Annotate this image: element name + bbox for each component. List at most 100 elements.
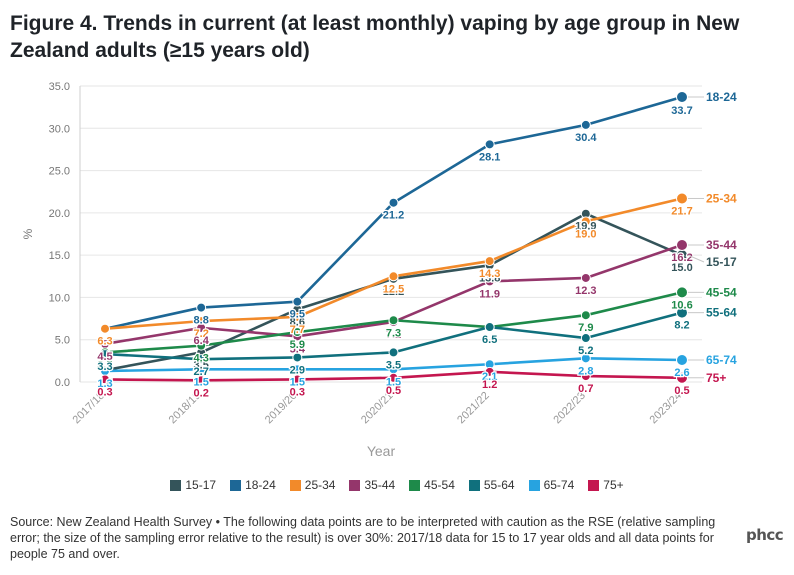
data-label-45-54: 7.9 [578,322,593,334]
legend-item-65-74[interactable]: 65-74 [528,478,574,492]
data-point-75+ [196,375,207,386]
end-label-25-34: 25-34 [706,191,737,205]
data-label-18-24: 6.3 [97,336,112,348]
data-point-55-64 [292,352,303,363]
x-tick-label: 2021/22 [455,390,492,427]
data-point-55-64 [196,354,207,365]
data-label-35-44: 7.1 [386,329,401,341]
end-label-15-17: 15-17 [706,255,737,269]
legend-item-75+[interactable]: 75+ [588,478,624,492]
data-label-55-64: 2.7 [194,366,209,378]
x-tick-label: 2022/23 [551,390,588,427]
data-label-65-74: 2.6 [674,367,689,379]
legend-item-25-34[interactable]: 25-34 [289,478,336,492]
legend-item-55-64[interactable]: 55-64 [468,478,515,492]
data-label-15-17: 13.8 [479,272,500,284]
data-label-75+: 0.5 [386,385,401,397]
data-label-35-44: 5.4 [290,343,306,355]
chart-title: Figure 4. Trends in current (at least mo… [10,12,740,62]
data-label-18-24: 8.8 [194,315,209,327]
legend-swatch [349,479,361,491]
end-label-45-54: 45-54 [706,285,737,299]
data-label-55-64: 3.3 [97,361,112,373]
legend-swatch [528,479,540,491]
data-point-65-74 [580,353,591,364]
data-point-55-64 [388,347,399,358]
data-label-75+: 0.3 [290,386,305,398]
data-label-75+: 0.7 [578,383,593,395]
data-label-55-64: 6.5 [482,334,497,346]
data-point-45-54 [292,327,303,338]
data-point-18-24 [196,302,207,313]
data-point-75+ [580,371,591,382]
legend-item-35-44[interactable]: 35-44 [349,478,395,492]
data-point-75+ [388,372,399,383]
end-label-55-64: 55-64 [706,306,737,320]
legend-item-45-54[interactable]: 45-54 [409,478,455,492]
legend-item-18-24[interactable]: 18-24 [230,478,276,492]
legend-swatch [289,479,301,491]
legend-label: 15-17 [185,478,217,492]
data-point-55-64 [100,349,110,360]
data-label-75+: 0.2 [194,387,209,399]
data-point-18-24 [580,119,591,130]
data-point-55-64 [676,306,688,319]
data-point-65-74 [196,364,207,375]
data-label-35-44: 12.3 [575,285,596,297]
data-point-45-54 [676,286,688,299]
data-label-25-34: 12.5 [383,283,404,295]
data-label-55-64: 8.2 [674,320,689,332]
source-note: Source: New Zealand Health Survey • The … [10,515,716,561]
y-tick-label: 10.0 [49,292,70,304]
data-label-65-74: 2.8 [578,365,593,377]
data-label-75+: 1.2 [482,379,497,391]
data-label-45-54: 3.5 [97,359,112,371]
data-point-55-64 [580,333,591,344]
data-point-75+ [100,374,110,385]
legend-label: 18-24 [245,478,276,492]
legend: 15-17 18-24 25-34 35-44 45-54 55-64 65-74 75+ [0,478,794,492]
data-label-55-64: 2.9 [290,364,305,376]
y-tick-label: 0.0 [55,377,70,389]
end-label-35-44: 35-44 [706,238,737,252]
end-label-65-74: 65-74 [706,353,737,367]
data-point-35-44 [580,272,591,283]
data-point-45-54 [196,340,207,351]
data-point-65-74 [292,364,303,375]
legend-item-15-17[interactable]: 15-17 [170,478,216,492]
data-label-55-64: 5.2 [578,345,593,357]
data-label-15-17: 1.4 [97,377,113,389]
data-label-45-54: 6.5 [482,334,497,346]
legend-swatch [170,479,182,491]
data-label-35-44: 6.4 [194,335,210,347]
data-point-25-34 [292,311,303,322]
data-point-25-34 [676,192,688,205]
end-label-75+: 75+ [706,371,726,385]
data-label-25-34: 14.3 [479,268,500,280]
data-label-65-74: 2.1 [482,371,497,383]
data-point-18-24 [292,296,303,307]
data-label-25-34: 6.3 [97,336,112,348]
data-label-45-54: 4.3 [194,353,209,365]
data-label-35-44: 11.9 [479,288,500,300]
end-label-18-24: 18-24 [706,90,737,104]
data-label-45-54: 10.6 [671,299,692,311]
legend-swatch [230,479,242,491]
data-label-18-24: 33.7 [671,105,692,117]
data-point-35-44 [196,322,207,333]
legend-label: 25-34 [304,478,336,492]
y-tick-label: 5.0 [55,335,70,347]
legend-swatch [468,479,480,491]
data-label-75+: 0.5 [674,385,689,397]
data-point-18-24 [388,197,399,208]
data-label-15-17: 12.2 [383,286,404,298]
data-label-18-24: 9.5 [290,309,305,321]
data-label-25-34: 19.0 [575,228,596,240]
data-label-45-54: 5.9 [290,339,305,351]
data-label-25-34: 7.7 [290,324,305,336]
data-label-15-17: 8.6 [290,316,305,328]
data-label-65-74: 1.3 [97,378,112,390]
legend-label: 45-54 [424,478,455,492]
